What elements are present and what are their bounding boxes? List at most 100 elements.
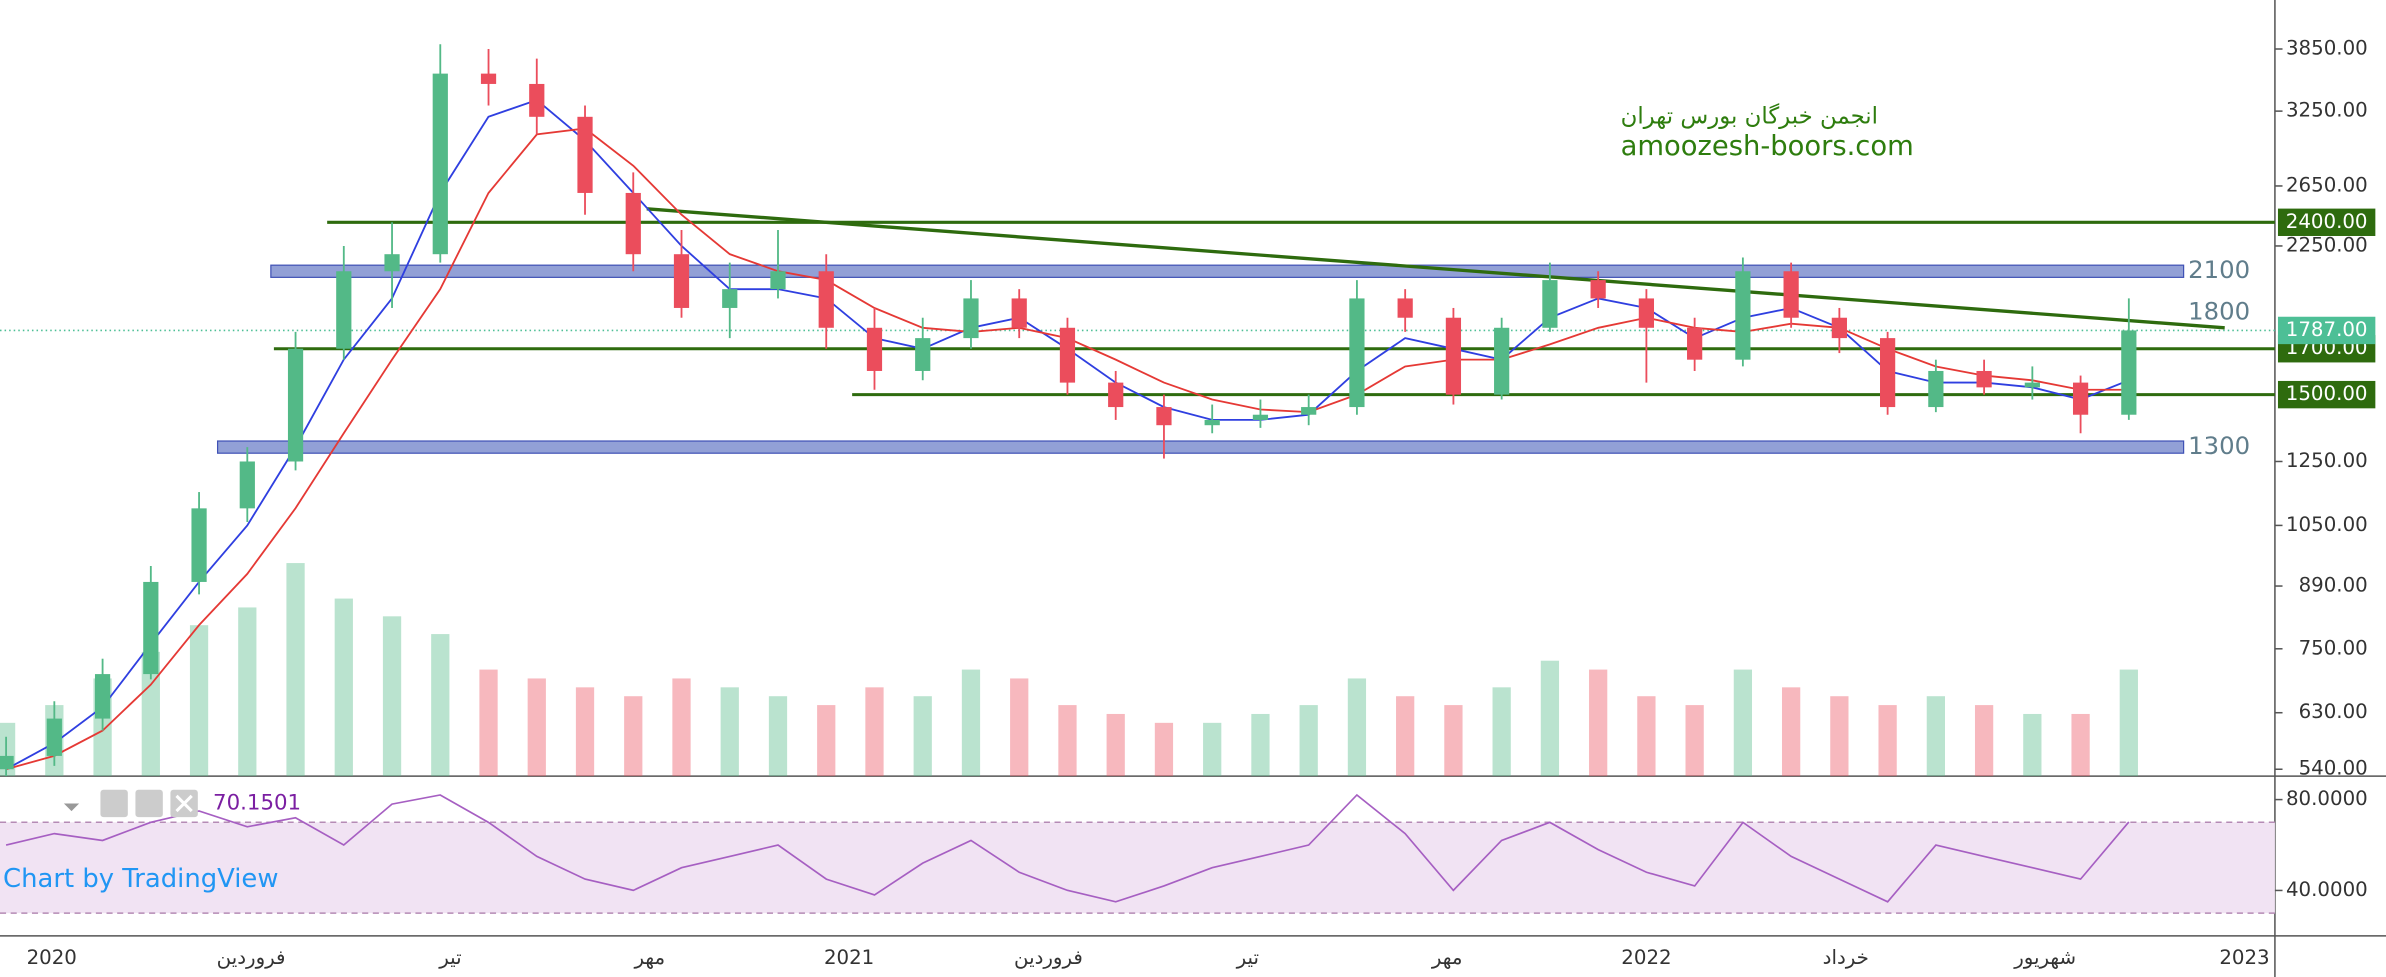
volume-bar (431, 634, 450, 777)
candle-body (915, 338, 931, 371)
y-tick-label: 3850.00 (2286, 37, 2368, 60)
pane-controls (63, 789, 198, 818)
collapse-icon[interactable] (63, 803, 80, 812)
volume-bar (2071, 713, 2090, 777)
credit[interactable]: Chart by TradingView (3, 864, 278, 894)
volume-bar (189, 625, 209, 777)
volume-bar (1733, 669, 1753, 777)
volume-bar (1830, 696, 1849, 777)
candle-body (1831, 317, 1847, 339)
candle-body (722, 289, 738, 308)
volume-bar (1540, 660, 1560, 777)
volume-bar (1299, 705, 1318, 777)
volume-bar (2119, 669, 2138, 777)
candle-body (577, 116, 593, 193)
rsi-band (0, 822, 2275, 914)
candle-body (1976, 370, 1992, 388)
rsi-tick-label: 80.0000 (2286, 787, 2368, 810)
watermark-url: amoozesh-boors.com (1621, 131, 1914, 162)
level-box (2277, 208, 2376, 236)
trendline (646, 207, 2225, 330)
volume-bar (768, 696, 788, 777)
y-tick-label: 750.00 (2299, 636, 2368, 659)
y-tick-label: 3250.00 (2286, 99, 2368, 122)
volume-bar (1444, 705, 1463, 777)
candle-body (1735, 271, 1751, 360)
candle-body (239, 461, 255, 509)
candle-body (2024, 382, 2040, 388)
volume-bar (1251, 713, 1270, 777)
candle-body (673, 254, 690, 308)
x-tick-label: فروردین (1014, 946, 1083, 969)
volume-bar (1203, 722, 1222, 777)
candle-body (1783, 271, 1799, 318)
x-tick-label: 2022 (1621, 946, 1671, 969)
candle-body (963, 298, 979, 339)
level-label: 2400.00 (2286, 210, 2368, 233)
candle-body (1542, 280, 1558, 328)
x-tick-label: شهریور (2013, 946, 2076, 969)
volume-bar (479, 669, 498, 777)
volume-bar (720, 687, 739, 777)
candle-body (770, 271, 786, 290)
layers: 540.00 630.00 750.00 890.00 1050.00 1250.00 22… (0, 37, 2376, 969)
candle-body (191, 508, 207, 582)
candle-body (1397, 298, 1413, 318)
candle-body (384, 254, 400, 272)
volume-bar (817, 705, 836, 777)
candle-body (336, 271, 352, 349)
eye-icon[interactable] (100, 789, 128, 818)
last-price-label: 1787.00 (2286, 318, 2368, 341)
y-tick-label: 890.00 (2299, 574, 2368, 597)
candle-body (529, 83, 545, 117)
trendline-label: 1800 (2188, 297, 2250, 326)
rsi-line (5, 793, 2130, 903)
x-tick-label: تیر (1236, 946, 1259, 969)
x-tick-label: خرداد (1823, 946, 1869, 969)
candle-body (1638, 298, 1655, 328)
y-tick-label: 540.00 (2299, 757, 2368, 780)
candle-body (1349, 298, 1365, 408)
candle-body (625, 192, 641, 255)
volume-bar (1010, 678, 1029, 777)
candle-body (46, 718, 62, 756)
candle-body (2072, 382, 2089, 415)
rsi-readout: 70.1501 (213, 790, 301, 815)
x-tick-label: تیر (438, 946, 461, 969)
volume-bar (334, 598, 353, 777)
volume-bar (286, 563, 305, 777)
candle-body (480, 73, 497, 84)
volume-bar (1926, 696, 1945, 777)
x-tick-label: 2020 (27, 946, 77, 969)
y-tick-label: 630.00 (2299, 700, 2368, 723)
volume-bar (672, 678, 691, 777)
candle-body (1301, 407, 1317, 415)
candle-body (1011, 298, 1027, 328)
y-tick-label: 1250.00 (2286, 449, 2368, 472)
rsi-tick-label: 40.0000 (2286, 878, 2368, 901)
volume-bar (1058, 705, 1077, 777)
y-tick-label: 1050.00 (2286, 513, 2368, 536)
volume-bar (1396, 696, 1415, 777)
volume-bar (1974, 705, 1994, 777)
volume-bar (575, 687, 595, 777)
volume-bar (961, 669, 981, 777)
x-tick-label: 2023 (2219, 946, 2269, 969)
candle-body (1156, 407, 1172, 426)
zone (216, 440, 2185, 454)
volume-bar (382, 616, 402, 777)
volume-bar (1589, 669, 1608, 777)
level-label: 1500.00 (2286, 382, 2368, 405)
volume-bar (865, 687, 884, 777)
candle-body (1880, 338, 1896, 408)
zone-label: 1300 (2188, 431, 2250, 460)
candle-body (2121, 330, 2137, 415)
candle-body (866, 327, 883, 371)
x-tick-label: مهر (1431, 946, 1463, 969)
candle-body (1687, 327, 1703, 360)
candle-body (1059, 327, 1076, 383)
volume-bar (2023, 713, 2042, 777)
settings-icon[interactable] (135, 789, 163, 818)
candle-body (432, 73, 448, 255)
